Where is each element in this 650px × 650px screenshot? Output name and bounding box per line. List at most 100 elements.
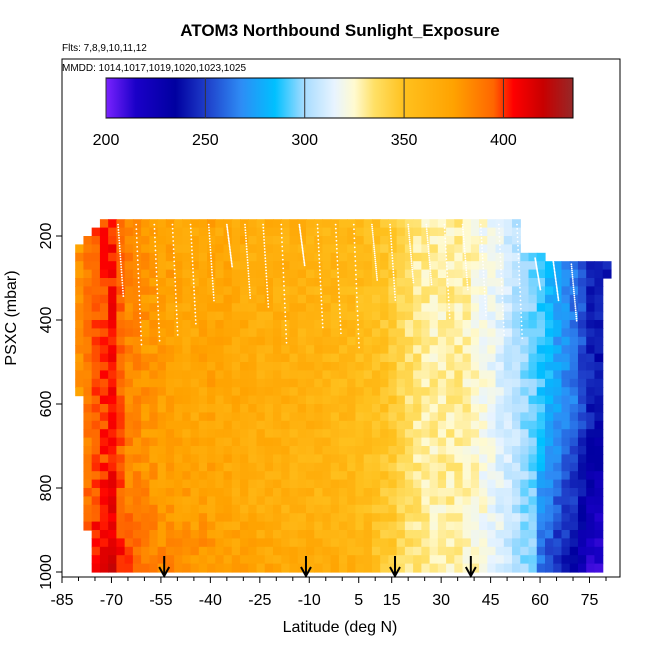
heat-cell xyxy=(91,345,101,355)
heat-cell xyxy=(297,345,307,355)
heat-cell xyxy=(330,446,340,455)
track-dot xyxy=(426,232,428,235)
heat-cell xyxy=(470,412,480,422)
heat-cell xyxy=(437,236,447,245)
heat-cell xyxy=(99,278,109,287)
heat-cell xyxy=(108,563,117,573)
heat-cell xyxy=(355,320,365,329)
heat-cell xyxy=(215,303,225,313)
heat-cell xyxy=(569,446,579,455)
track-dot xyxy=(463,240,465,243)
heat-cell xyxy=(157,462,167,472)
heat-cell xyxy=(99,471,109,481)
track-dot xyxy=(575,317,578,320)
track-dot xyxy=(264,254,266,257)
heat-cell xyxy=(231,504,241,514)
heat-cell xyxy=(479,278,488,287)
heat-cell xyxy=(149,395,159,405)
heat-cell xyxy=(198,513,208,523)
heat-cell xyxy=(470,370,480,380)
heat-cell xyxy=(273,370,282,380)
track-dot xyxy=(374,262,377,265)
heat-cell xyxy=(421,278,431,287)
heat-cell xyxy=(429,538,439,548)
heat-cell xyxy=(149,530,159,539)
heat-cell xyxy=(132,454,142,464)
heat-cell xyxy=(132,446,142,455)
track-dot xyxy=(173,264,176,267)
track-dot xyxy=(121,284,124,287)
heat-cell xyxy=(380,395,389,405)
heat-cell xyxy=(355,261,365,271)
heat-cell xyxy=(512,286,521,296)
heat-cell xyxy=(322,320,332,329)
heat-cell xyxy=(545,446,554,455)
heat-cell xyxy=(586,370,596,380)
heat-cell xyxy=(256,429,266,439)
track-dot xyxy=(262,223,265,226)
heat-cell xyxy=(182,328,192,338)
heat-cell xyxy=(429,404,439,413)
heat-cell xyxy=(363,353,373,363)
track-dot xyxy=(408,240,411,243)
heat-cell xyxy=(149,471,159,481)
heat-cell xyxy=(338,378,348,388)
heat-cell xyxy=(487,362,497,371)
track-dot xyxy=(121,276,123,279)
heat-cell xyxy=(157,479,167,489)
heat-cell xyxy=(108,378,117,388)
heat-cell xyxy=(264,378,274,388)
heat-cell xyxy=(223,496,233,506)
heat-cell xyxy=(190,278,200,287)
track-dot xyxy=(409,249,412,252)
heat-cell xyxy=(347,437,357,447)
track-dot xyxy=(264,263,267,266)
heat-cell xyxy=(536,328,546,338)
heat-cell xyxy=(182,521,192,531)
track-dot xyxy=(516,236,519,239)
heat-cell xyxy=(223,462,233,472)
heat-cell xyxy=(479,370,488,380)
track-dot xyxy=(247,264,249,267)
track-dot xyxy=(407,228,410,230)
heat-cell xyxy=(132,353,142,363)
heat-cell xyxy=(198,563,208,573)
heat-cell xyxy=(297,555,307,565)
track-dot xyxy=(445,251,447,254)
heat-cell xyxy=(355,563,365,573)
heat-cell xyxy=(520,563,530,573)
heat-cell xyxy=(91,496,101,506)
heat-cell xyxy=(512,404,521,413)
heat-cell xyxy=(569,362,579,371)
heat-cell xyxy=(586,563,596,573)
heat-cell xyxy=(371,521,381,531)
track-dot xyxy=(192,278,195,281)
track-dot xyxy=(392,273,395,276)
heat-cell xyxy=(149,404,159,413)
heat-cell xyxy=(141,378,150,388)
track-dot xyxy=(334,223,337,226)
heat-cell xyxy=(91,278,101,287)
track-dot xyxy=(226,226,229,229)
track-dot xyxy=(555,283,558,286)
colorbar: 200 250 300 350 400 xyxy=(93,77,574,149)
heat-cell xyxy=(157,336,167,346)
heat-cell xyxy=(330,294,340,304)
track-dot xyxy=(139,330,142,333)
heat-cell xyxy=(454,303,464,313)
heat-cell xyxy=(207,521,216,531)
heat-cell xyxy=(108,387,117,397)
heat-cell xyxy=(305,219,315,229)
track-dot xyxy=(262,229,265,232)
heat-cell xyxy=(487,479,497,489)
track-dot xyxy=(230,256,232,259)
heat-cell xyxy=(577,261,587,271)
heat-cell xyxy=(297,362,307,371)
track-dot xyxy=(517,244,519,247)
heat-cell xyxy=(297,446,307,455)
heat-cell xyxy=(462,294,472,304)
y-tick-label: 1000 xyxy=(38,554,55,590)
heat-cell xyxy=(512,252,521,262)
heat-cell xyxy=(248,479,258,489)
